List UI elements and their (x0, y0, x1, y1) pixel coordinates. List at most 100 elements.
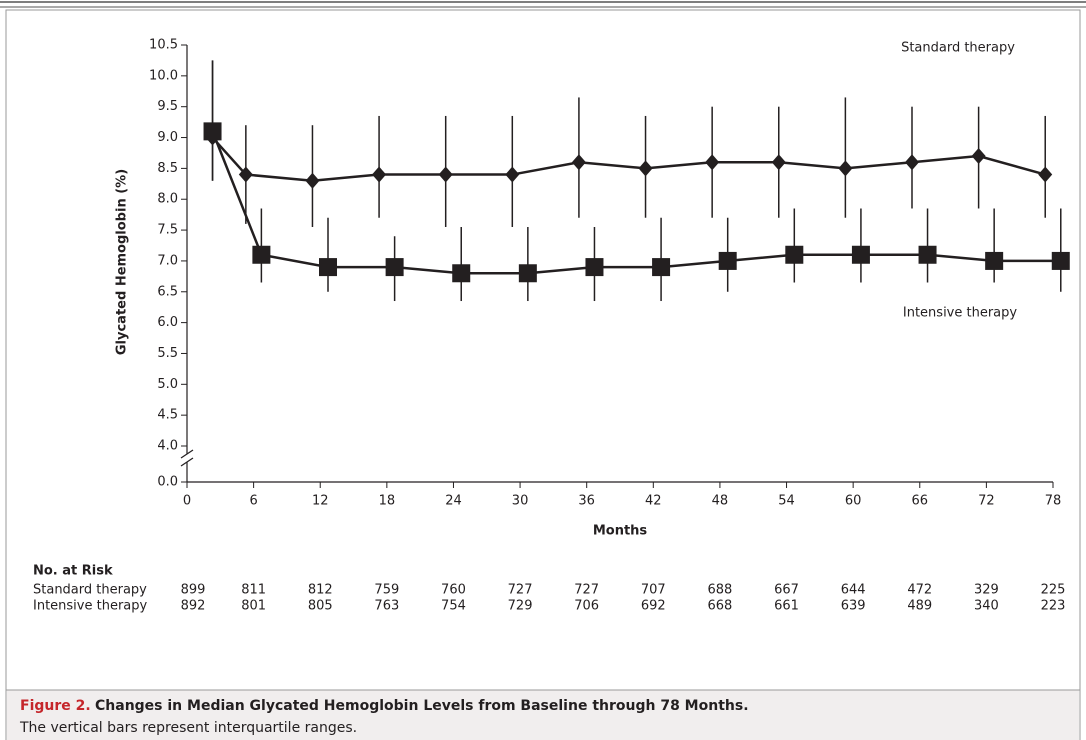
marker (838, 160, 853, 177)
x-tick-label: 36 (578, 494, 595, 509)
marker (385, 258, 404, 277)
marker (771, 154, 786, 171)
at-risk-value: 340 (974, 599, 999, 614)
marker (238, 166, 253, 183)
x-tick-label: 60 (845, 494, 862, 509)
caption-note: The vertical bars represent interquartil… (19, 720, 357, 736)
y-tick-label: 4.0 (157, 439, 178, 454)
series-line (211, 130, 1061, 275)
marker (1051, 251, 1070, 270)
marker (305, 172, 320, 189)
y-tick-label: 5.5 (157, 346, 178, 361)
at-risk-value: 729 (508, 599, 533, 614)
y-tick-label: 7.5 (157, 223, 178, 238)
axis-break (180, 449, 194, 459)
y-tick-label: 8.5 (157, 161, 178, 176)
at-risk-value: 812 (308, 583, 333, 598)
at-risk-value: 892 (181, 599, 206, 614)
y-tick-label: 5.0 (157, 377, 178, 392)
x-tick-label: 42 (645, 494, 662, 509)
x-tick-label: 30 (512, 494, 529, 509)
marker (785, 245, 804, 264)
marker (518, 264, 537, 283)
series-label: Standard therapy (901, 41, 1015, 56)
frame (5, 9, 1081, 740)
series-label: Intensive therapy (903, 306, 1018, 321)
at-risk-value: 489 (907, 599, 932, 614)
at-risk-value: 223 (1041, 599, 1066, 614)
at-risk-value: 644 (841, 583, 866, 598)
caption-title: Changes in Median Glycated Hemoglobin Le… (95, 698, 749, 714)
x-tick-label: 24 (445, 494, 462, 509)
at-risk-value: 692 (641, 599, 666, 614)
caption-box (7, 690, 1079, 740)
marker (971, 148, 986, 165)
y-tick-label: 10.0 (149, 68, 178, 83)
y-tick-label: 0.0 (157, 475, 178, 490)
at-risk-value: 225 (1041, 583, 1066, 598)
at-risk-value: 472 (907, 583, 932, 598)
series-line (211, 136, 1046, 182)
marker (652, 258, 671, 277)
marker (203, 122, 222, 141)
marker (985, 251, 1004, 270)
at-risk-value: 763 (374, 599, 399, 614)
y-tick-label: 6.5 (157, 284, 178, 299)
marker (918, 245, 937, 264)
marker (718, 251, 737, 270)
at-risk-value: 707 (641, 583, 666, 598)
y-tick-label: 7.0 (157, 253, 178, 268)
marker (1038, 166, 1053, 183)
x-tick-label: 54 (778, 494, 795, 509)
at-risk-value: 899 (181, 583, 206, 598)
marker (372, 166, 387, 183)
at-risk-value: 706 (574, 599, 599, 614)
marker (585, 258, 604, 277)
y-tick-label: 8.0 (157, 192, 178, 207)
at-risk-value: 661 (774, 599, 799, 614)
y-tick-label: 6.0 (157, 315, 178, 330)
y-tick-label: 4.5 (157, 408, 178, 423)
at-risk-value: 805 (308, 599, 333, 614)
x-tick-label: 18 (379, 494, 396, 509)
x-tick-label: 72 (978, 494, 995, 509)
at-risk-value: 801 (241, 599, 266, 614)
y-tick-label: 9.0 (157, 130, 178, 145)
at-risk-value: 667 (774, 583, 799, 598)
at-risk-value: 727 (508, 583, 533, 598)
at-risk-value: 639 (841, 599, 866, 614)
x-tick-label: 6 (249, 494, 257, 509)
at-risk-value: 811 (241, 583, 266, 598)
marker (319, 258, 338, 277)
y-axis-label: Glycated Hemoglobin (%) (115, 169, 130, 355)
at-risk-value: 329 (974, 583, 999, 598)
at-risk-label: Intensive therapy (33, 599, 148, 614)
marker (252, 245, 271, 264)
marker (452, 264, 471, 283)
y-tick-label: 9.5 (157, 99, 178, 114)
y-tick-label: 10.5 (149, 38, 178, 53)
at-risk-value: 688 (708, 583, 733, 598)
x-tick-label: 66 (911, 494, 928, 509)
x-axis-label: Months (593, 524, 648, 539)
at-risk-value: 668 (708, 599, 733, 614)
figure-label: Figure 2. (20, 698, 91, 714)
x-tick-label: 12 (312, 494, 329, 509)
marker (505, 166, 520, 183)
marker (438, 166, 453, 183)
at-risk-label: Standard therapy (33, 583, 147, 598)
marker (638, 160, 653, 177)
at-risk-value: 754 (441, 599, 466, 614)
at-risk-value: 759 (374, 583, 399, 598)
marker (571, 154, 586, 171)
at-risk-value: 760 (441, 583, 466, 598)
x-tick-label: 0 (183, 494, 191, 509)
at-risk-value: 727 (574, 583, 599, 598)
at-risk-title: No. at Risk (33, 564, 113, 579)
marker (705, 154, 720, 171)
x-tick-label: 78 (1045, 494, 1062, 509)
axis-break (180, 457, 194, 467)
marker (904, 154, 919, 171)
